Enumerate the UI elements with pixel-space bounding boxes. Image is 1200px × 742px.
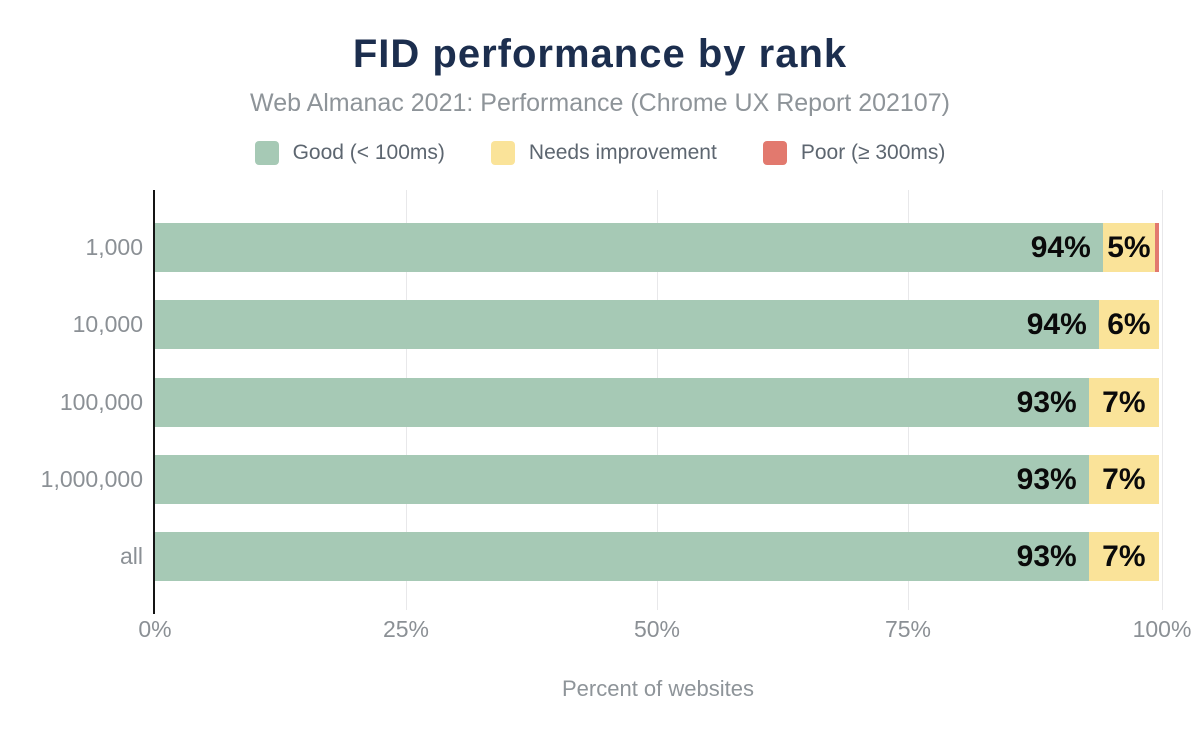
legend-item-good: Good (< 100ms) (254, 141, 445, 165)
x-tick-label: 50% (633, 616, 681, 642)
bar-value-label: 6% (1107, 308, 1151, 341)
category-label: 1,000,000 (40, 466, 143, 492)
gridline (1162, 190, 1163, 610)
bar-value-label: 93% (1016, 540, 1077, 573)
category-label: 1,000 (85, 234, 143, 260)
category-label: 100,000 (59, 389, 143, 415)
legend-label: Poor (≥ 300ms) (800, 141, 946, 164)
bar-value-label: 94% (1030, 231, 1091, 264)
bar-row: 93% 7% (155, 532, 1159, 581)
chart-legend: Good (< 100ms) Needs improvement Poor (≥ 3… (0, 141, 1200, 165)
y-axis-line (153, 190, 155, 614)
bar-row: 94% 6% (155, 300, 1159, 349)
bar-value-label: 7% (1102, 540, 1146, 573)
bar-segment-good: 94% (155, 300, 1099, 349)
chart-title: FID performance by rank (352, 32, 848, 76)
bar-segment-needs-improvement: 7% (1088, 378, 1159, 427)
bar-row: 93% 7% (155, 378, 1159, 427)
x-tick-label: 75% (884, 616, 932, 642)
bar-segment-good: 94% (155, 223, 1103, 272)
plot-area: 94% 5% 94% 6% 93% 7% 93% 7% 93% 7% (153, 190, 1163, 614)
bar-segment-good: 93% (155, 455, 1089, 504)
bar-segment-poor (1154, 223, 1159, 272)
legend-swatch-needs-improvement (490, 141, 515, 165)
bar-value-label: 7% (1102, 386, 1146, 419)
bar-segment-needs-improvement: 7% (1088, 532, 1159, 581)
chart-subtitle: Web Almanac 2021: Performance (Chrome UX… (250, 89, 950, 117)
bar-segment-needs-improvement: 7% (1088, 455, 1159, 504)
legend-item-needs-improvement: Needs improvement (490, 141, 717, 165)
bar-value-label: 93% (1016, 386, 1077, 419)
legend-label: Needs improvement (528, 141, 717, 164)
x-tick-label: 0% (138, 616, 172, 642)
bar-value-label: 93% (1016, 463, 1077, 496)
x-tick-label: 25% (382, 616, 430, 642)
bar-segment-needs-improvement: 5% (1102, 223, 1155, 272)
bar-value-label: 7% (1102, 463, 1146, 496)
bar-segment-good: 93% (155, 532, 1089, 581)
category-label: all (119, 543, 143, 569)
legend-swatch-good (254, 141, 279, 165)
bar-value-label: 94% (1026, 308, 1087, 341)
bar-row: 94% 5% (155, 223, 1159, 272)
legend-item-poor: Poor (≥ 300ms) (762, 141, 946, 165)
x-tick-label: 100% (1132, 616, 1192, 642)
bar-segment-needs-improvement: 6% (1098, 300, 1159, 349)
bar-value-label: 5% (1107, 231, 1151, 264)
x-axis-title: Percent of websites (562, 676, 754, 701)
category-label: 10,000 (72, 311, 143, 337)
bar-segment-good: 93% (155, 378, 1089, 427)
legend-label: Good (< 100ms) (292, 141, 445, 164)
bar-row: 93% 7% (155, 455, 1159, 504)
legend-swatch-poor (762, 141, 787, 165)
